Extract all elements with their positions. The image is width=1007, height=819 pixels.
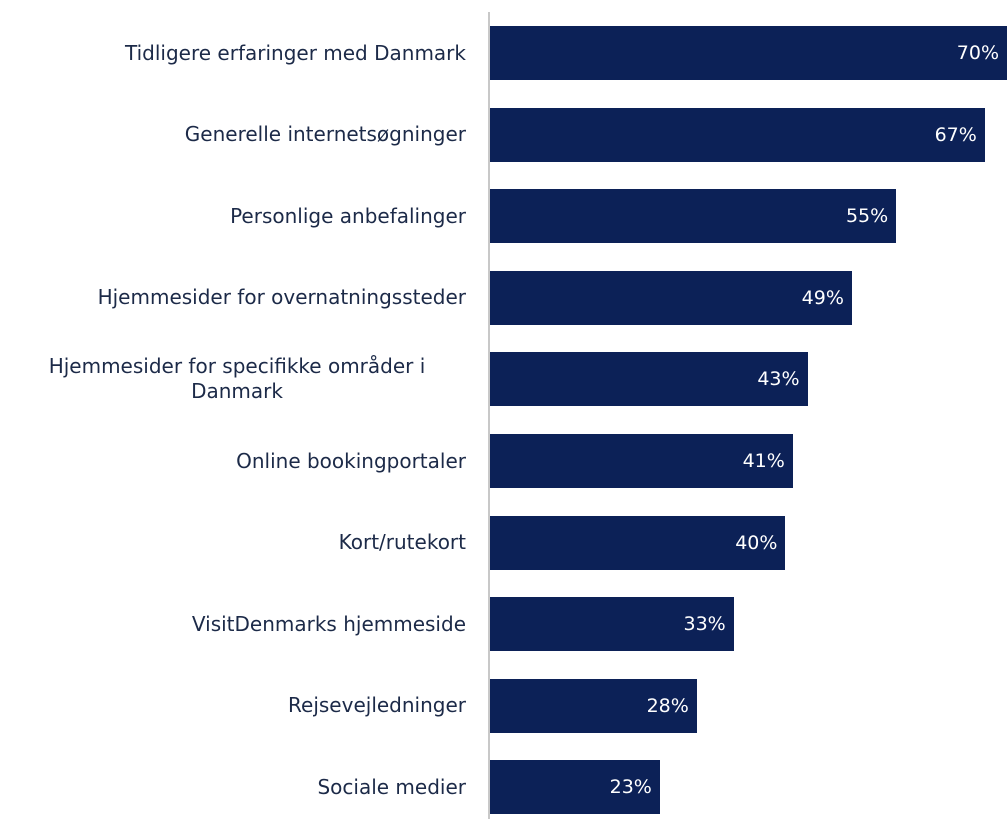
bar bbox=[490, 270, 852, 325]
category-label: Generelle internetsøgninger bbox=[8, 105, 466, 165]
bar bbox=[490, 597, 734, 652]
value-label: 49% bbox=[801, 286, 844, 309]
bar bbox=[490, 26, 1007, 80]
category-text: Sociale medier bbox=[317, 774, 466, 799]
axis-line bbox=[488, 12, 490, 819]
category-label: VisitDenmarks hjemmeside bbox=[8, 594, 466, 654]
category-text: VisitDenmarks hjemmeside bbox=[191, 611, 466, 636]
category-label: Hjemmesider for overnatningssteder bbox=[8, 268, 466, 328]
category-text: Tidligere erfaringer med Danmark bbox=[125, 40, 466, 65]
category-label: Online bookingportaler bbox=[8, 431, 466, 491]
category-label: Sociale medier bbox=[8, 757, 466, 817]
category-label: Personlige anbefalinger bbox=[8, 186, 466, 246]
category-text: Online bookingportaler bbox=[236, 448, 466, 473]
value-label: 55% bbox=[845, 205, 889, 228]
value-label: 70% bbox=[956, 42, 999, 64]
category-text: Personlige anbefalinger bbox=[230, 203, 466, 228]
value-label: 40% bbox=[735, 531, 778, 554]
category-label: Rejsevejledninger bbox=[8, 676, 466, 736]
category-text: Kort/rutekort bbox=[338, 530, 466, 555]
category-label: Hjemmesider for specifikke områder i Dan… bbox=[8, 349, 466, 409]
category-label: Kort/rutekort bbox=[8, 513, 466, 573]
value-label: 23% bbox=[609, 776, 652, 799]
value-label: 43% bbox=[757, 368, 800, 391]
category-label: Tidligere erfaringer med Danmark bbox=[8, 23, 466, 83]
bar bbox=[490, 678, 697, 733]
bar bbox=[490, 434, 793, 488]
category-text: Hjemmesider for overnatningssteder bbox=[97, 285, 466, 310]
bar bbox=[490, 515, 786, 570]
category-text: Generelle internetsøgninger bbox=[184, 122, 466, 147]
bar bbox=[490, 107, 985, 162]
bar bbox=[490, 189, 897, 244]
category-text: Rejsevejledninger bbox=[288, 693, 466, 718]
value-label: 28% bbox=[646, 694, 689, 717]
bar bbox=[490, 352, 808, 407]
value-label: 41% bbox=[742, 450, 785, 472]
category-text: Hjemmesider for specifikke områder i Dan… bbox=[48, 354, 426, 404]
bar bbox=[490, 760, 660, 815]
value-label: 33% bbox=[683, 613, 726, 636]
value-label: 67% bbox=[934, 123, 977, 146]
